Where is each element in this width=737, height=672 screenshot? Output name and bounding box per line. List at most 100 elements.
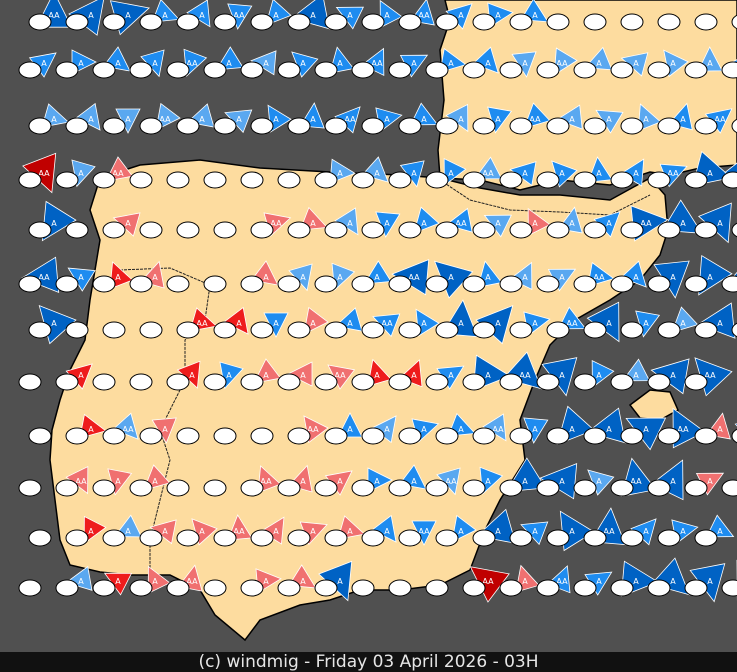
station-marker[interactable]	[731, 118, 737, 134]
station-marker[interactable]	[287, 117, 311, 135]
station-marker[interactable]	[472, 321, 496, 339]
station-marker[interactable]	[92, 171, 116, 189]
station-marker[interactable]	[620, 427, 644, 445]
station-marker[interactable]	[546, 13, 570, 31]
station-marker[interactable]	[509, 529, 533, 547]
station-marker[interactable]	[240, 479, 264, 497]
station-marker[interactable]	[398, 117, 422, 135]
station-marker[interactable]	[647, 275, 671, 293]
station-marker[interactable]	[398, 321, 422, 339]
station-marker[interactable]	[176, 529, 200, 547]
station-marker[interactable]	[684, 61, 708, 79]
station-marker[interactable]	[213, 117, 237, 135]
station-marker[interactable]	[240, 171, 264, 189]
station-marker[interactable]	[462, 275, 486, 293]
station-marker[interactable]	[647, 61, 671, 79]
station-marker[interactable]	[546, 221, 570, 239]
station-marker[interactable]	[721, 275, 737, 293]
station-marker[interactable]	[647, 479, 671, 497]
station-marker[interactable]	[721, 171, 737, 189]
station-marker[interactable]	[287, 321, 311, 339]
station-marker[interactable]	[731, 222, 737, 238]
station-marker[interactable]	[425, 61, 449, 79]
station-marker[interactable]	[65, 221, 89, 239]
station-marker[interactable]	[250, 221, 274, 239]
station-marker[interactable]	[55, 373, 79, 391]
station-marker[interactable]	[509, 13, 533, 31]
station-marker[interactable]	[18, 61, 42, 79]
station-marker[interactable]	[472, 117, 496, 135]
station-marker[interactable]	[499, 171, 523, 189]
station-marker[interactable]	[28, 427, 52, 445]
station-marker[interactable]	[657, 529, 681, 547]
station-marker[interactable]	[55, 479, 79, 497]
station-marker[interactable]	[203, 579, 227, 597]
station-marker[interactable]	[536, 61, 560, 79]
station-marker[interactable]	[647, 171, 671, 189]
station-marker[interactable]	[472, 529, 496, 547]
station-marker[interactable]	[203, 479, 227, 497]
station-marker[interactable]	[361, 117, 385, 135]
station-marker[interactable]	[287, 221, 311, 239]
station-marker[interactable]	[203, 373, 227, 391]
station-marker[interactable]	[139, 117, 163, 135]
station-marker[interactable]	[65, 427, 89, 445]
station-marker[interactable]	[277, 275, 301, 293]
station-marker[interactable]	[435, 117, 459, 135]
station-marker[interactable]	[18, 275, 42, 293]
station-marker[interactable]	[657, 117, 681, 135]
station-marker[interactable]	[620, 117, 644, 135]
station-marker[interactable]	[388, 479, 412, 497]
station-marker[interactable]	[610, 275, 634, 293]
station-marker[interactable]	[250, 321, 274, 339]
station-marker[interactable]	[129, 479, 153, 497]
station-marker[interactable]	[361, 321, 385, 339]
station-marker[interactable]	[583, 13, 607, 31]
station-marker[interactable]	[647, 579, 671, 597]
station-marker[interactable]	[546, 321, 570, 339]
station-marker[interactable]	[277, 373, 301, 391]
station-marker[interactable]	[462, 579, 486, 597]
station-marker[interactable]	[583, 221, 607, 239]
station-marker[interactable]	[620, 529, 644, 547]
station-marker[interactable]	[277, 579, 301, 597]
station-marker[interactable]	[176, 321, 200, 339]
station-marker[interactable]	[573, 373, 597, 391]
station-marker[interactable]	[657, 321, 681, 339]
station-marker[interactable]	[18, 579, 42, 597]
station-marker[interactable]	[314, 479, 338, 497]
station-marker[interactable]	[573, 171, 597, 189]
station-marker[interactable]	[129, 61, 153, 79]
station-marker[interactable]	[583, 427, 607, 445]
station-marker[interactable]	[388, 579, 412, 597]
station-marker[interactable]	[499, 579, 523, 597]
station-marker[interactable]	[92, 479, 116, 497]
station-marker[interactable]	[351, 275, 375, 293]
station-marker[interactable]	[694, 427, 718, 445]
station-marker[interactable]	[610, 579, 634, 597]
station-marker[interactable]	[55, 61, 79, 79]
station-marker[interactable]	[388, 171, 412, 189]
station-marker[interactable]	[361, 13, 385, 31]
station-marker[interactable]	[277, 61, 301, 79]
station-marker[interactable]	[684, 275, 708, 293]
station-marker[interactable]	[351, 479, 375, 497]
station-marker[interactable]	[657, 427, 681, 445]
station-marker[interactable]	[388, 275, 412, 293]
station-marker[interactable]	[203, 171, 227, 189]
station-marker[interactable]	[546, 529, 570, 547]
station-marker[interactable]	[499, 479, 523, 497]
station-marker[interactable]	[102, 221, 126, 239]
station-marker[interactable]	[435, 427, 459, 445]
station-marker[interactable]	[472, 13, 496, 31]
station-marker[interactable]	[139, 529, 163, 547]
station-marker[interactable]	[620, 221, 644, 239]
station-marker[interactable]	[425, 373, 449, 391]
station-marker[interactable]	[509, 321, 533, 339]
station-marker[interactable]	[694, 321, 718, 339]
station-marker[interactable]	[166, 579, 190, 597]
station-marker[interactable]	[536, 171, 560, 189]
station-marker[interactable]	[684, 171, 708, 189]
station-marker[interactable]	[546, 427, 570, 445]
station-marker[interactable]	[55, 579, 79, 597]
